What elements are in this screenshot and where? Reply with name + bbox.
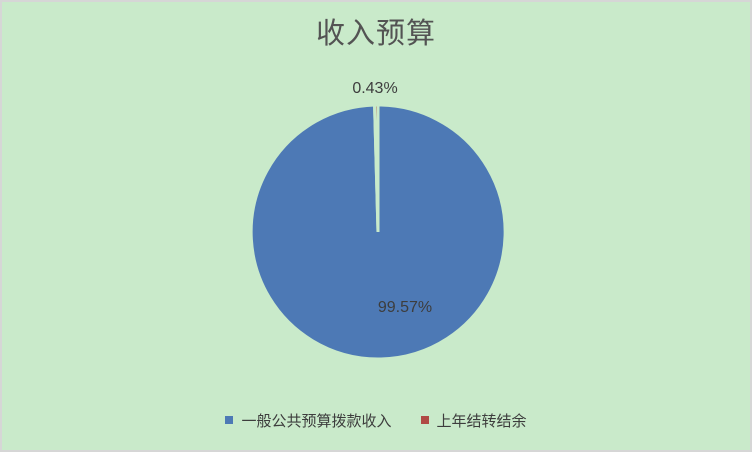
- legend-label-general-public-budget: 一般公共预算拨款收入: [241, 412, 392, 430]
- data-label-small-slice: 0.43%: [352, 80, 398, 97]
- chart-legend: 一般公共预算拨款收入 上年结转结余: [2, 411, 750, 431]
- legend-item-carryover-balance: 上年结转结余: [420, 411, 527, 431]
- legend-marker-red-square-icon: [420, 416, 429, 424]
- pie-slice-1: [373, 103, 380, 233]
- legend-item-general-public-budget: 一般公共预算拨款收入: [225, 411, 392, 431]
- data-label-large-slice: 99.57%: [377, 299, 433, 316]
- legend-marker-blue-square-icon: [225, 416, 234, 424]
- legend-label-carryover-balance: 上年结转结余: [436, 412, 527, 430]
- chart-title: 收入预算: [315, 16, 436, 50]
